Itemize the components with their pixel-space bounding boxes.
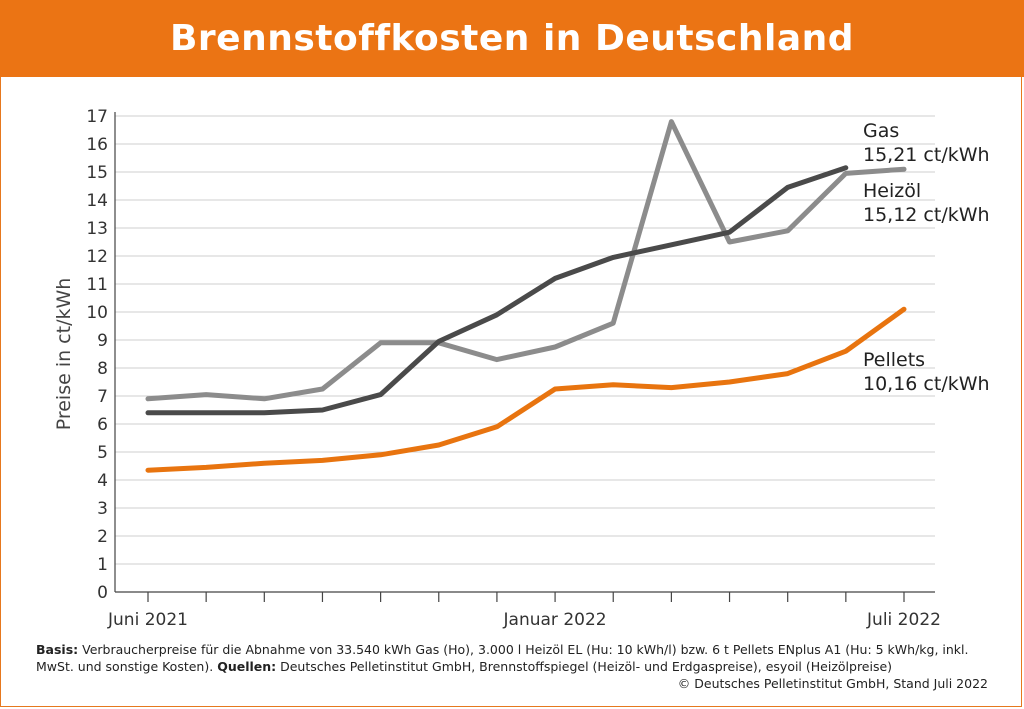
- x-tick-label: Juli 2022: [866, 610, 941, 630]
- series-line-gas: [145, 165, 849, 416]
- y-tick-label: 16: [86, 135, 108, 155]
- copyright: © Deutsches Pelletinstitut GmbH, Stand J…: [677, 676, 988, 691]
- y-axis-label: Preise in ct/kWh: [53, 278, 75, 431]
- y-tick-label: 10: [86, 303, 108, 323]
- series-name-gas: Gas: [863, 120, 899, 142]
- series-name-heizoel: Heizöl: [863, 180, 921, 202]
- series-name-pellets: Pellets: [863, 349, 925, 371]
- series-lines: [145, 119, 907, 473]
- source-text: Basis: Verbraucherpreise für die Abnahme…: [36, 641, 988, 675]
- y-tick-label: 12: [86, 247, 108, 267]
- y-tick-label: 4: [97, 471, 108, 491]
- y-tick-label: 15: [86, 163, 108, 183]
- y-tick-label: 2: [97, 527, 108, 547]
- series-value-heizoel: 15,12 ct/kWh: [863, 204, 990, 226]
- x-tick-label: Januar 2022: [503, 610, 607, 630]
- y-tick-label: 1: [97, 555, 108, 575]
- y-tick-label: 9: [97, 331, 108, 351]
- axes: [114, 112, 935, 602]
- y-tick-label: 17: [86, 107, 108, 127]
- y-tick-label: 3: [97, 499, 108, 519]
- x-tick-label: Juni 2021: [107, 610, 188, 630]
- y-tick-label: 5: [97, 443, 108, 463]
- y-tick-label: 13: [86, 219, 108, 239]
- quellen-text: Deutsches Pelletinstitut GmbH, Brennstof…: [276, 659, 893, 674]
- gridlines: [115, 115, 935, 565]
- title-banner: Brennstoffkosten in Deutschland: [0, 0, 1024, 77]
- series-line-pellets: [145, 306, 907, 473]
- y-tick-label: 8: [97, 359, 108, 379]
- y-tick-label: 0: [97, 583, 108, 603]
- basis-label: Basis:: [36, 642, 79, 657]
- series-line-heizoel: [145, 119, 907, 402]
- y-tick-label: 11: [86, 275, 108, 295]
- series-value-gas: 15,21 ct/kWh: [863, 144, 990, 166]
- footer-notes: Basis: Verbraucherpreise für die Abnahme…: [36, 641, 988, 692]
- quellen-label: Quellen:: [217, 659, 277, 674]
- chart-title: Brennstoffkosten in Deutschland: [169, 18, 855, 59]
- x-tick-labels: Juni 2021 Januar 2022 Juli 2022: [107, 610, 941, 630]
- y-tick-label: 6: [97, 415, 108, 435]
- series-value-pellets: 10,16 ct/kWh: [863, 373, 990, 395]
- y-tick-label: 7: [97, 387, 108, 407]
- y-tick-label: 14: [86, 191, 108, 211]
- basis-text: Verbraucherpreise für die Abnahme von 33…: [36, 642, 969, 674]
